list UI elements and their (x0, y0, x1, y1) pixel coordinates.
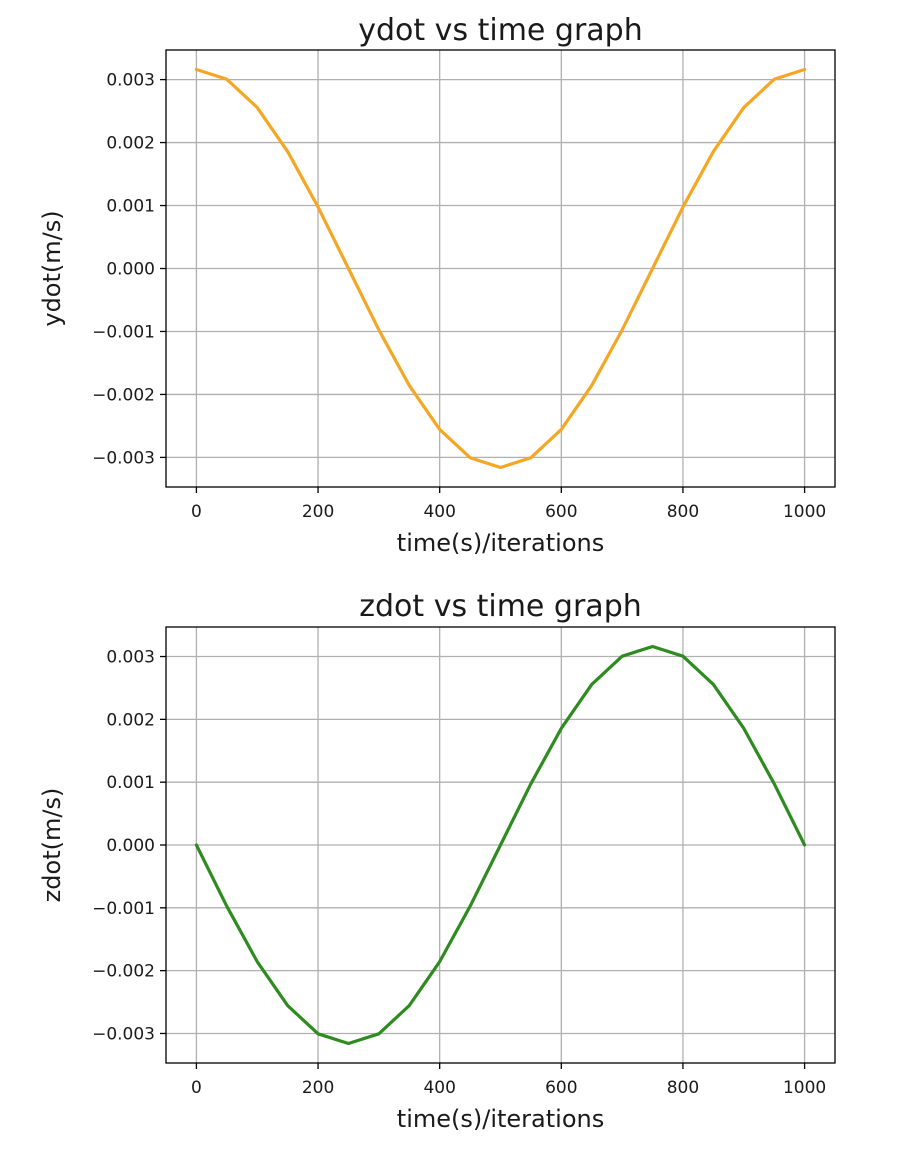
zdot-y-tick-label: 0.002 (106, 710, 155, 730)
ydot-y-tick-label: −0.002 (92, 385, 155, 405)
zdot-y-axis-label: zdot(m/s) (38, 788, 66, 903)
zdot-x-tick-label: 0 (191, 1078, 202, 1098)
zdot-x-tick-label: 800 (667, 1078, 699, 1098)
ydot-x-tick-label: 200 (302, 502, 334, 522)
zdot-x-tick-label: 600 (545, 1078, 577, 1098)
zdot-x-tick-label: 400 (423, 1078, 455, 1098)
ydot-plot: 0 200 400 600 800 1000 0.003 0.002 0.001 0.000 −0.… (38, 13, 836, 557)
ydot-y-tick-label: 0.000 (106, 260, 155, 280)
zdot-y-tick-label: −0.001 (92, 899, 155, 919)
ydot-x-tick-label: 0 (191, 502, 202, 522)
zdot-y-tick-label: 0.003 (106, 648, 155, 668)
ydot-y-tick-label: 0.002 (106, 134, 155, 154)
zdot-y-tick-label: 0.000 (106, 836, 155, 856)
ydot-x-axis-label: time(s)/iterations (397, 529, 604, 557)
zdot-y-tick-label: 0.001 (106, 773, 155, 793)
ydot-x-tick-label: 400 (423, 502, 455, 522)
zdot-chart-title: zdot vs time graph (359, 589, 642, 624)
ydot-x-tick-label: 600 (545, 502, 577, 522)
ydot-y-tick-label: −0.003 (92, 448, 155, 468)
ydot-y-tick-label: 0.003 (106, 71, 155, 91)
zdot-plot: 0 200 400 600 800 1000 0.003 0.002 0.001 0.000 −0.… (38, 589, 836, 1133)
zdot-y-tick-label: −0.003 (92, 1024, 155, 1044)
zdot-x-tick-label: 200 (302, 1078, 334, 1098)
ydot-x-tick-label: 1000 (783, 502, 826, 522)
zdot-y-tick-label: −0.002 (92, 962, 155, 982)
ydot-chart-title: ydot vs time graph (358, 13, 643, 48)
ydot-y-tick-label: −0.001 (92, 322, 155, 342)
ydot-y-axis-label: ydot(m/s) (38, 210, 66, 326)
zdot-x-tick-label: 1000 (783, 1078, 826, 1098)
zdot-x-axis-label: time(s)/iterations (397, 1105, 604, 1133)
zdot-series-line (194, 644, 807, 1046)
ydot-series-line (194, 67, 807, 470)
ydot-x-tick-label: 800 (667, 502, 699, 522)
ydot-y-tick-label: 0.001 (106, 197, 155, 217)
